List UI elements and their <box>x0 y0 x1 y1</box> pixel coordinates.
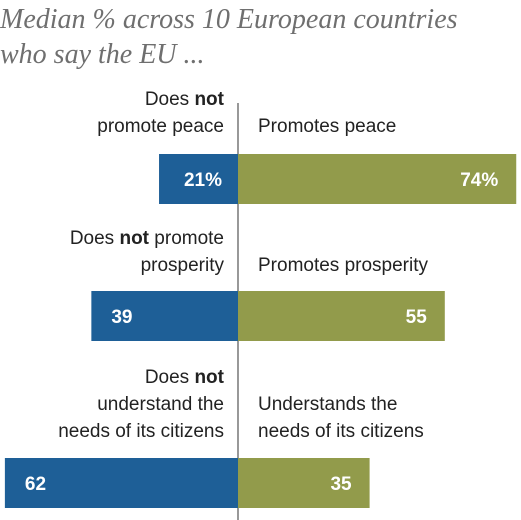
label-segment: not <box>194 89 224 110</box>
label-segment: promote <box>149 228 224 249</box>
category-label-negative: Does not promote <box>70 228 224 249</box>
bar-negative <box>91 291 238 341</box>
category-label-negative: prosperity <box>141 255 225 276</box>
label-segment: not <box>194 367 224 388</box>
label-segment: not <box>119 228 149 249</box>
value-label-positive: 35 <box>330 474 352 495</box>
category-label-negative: understand the <box>97 394 224 415</box>
category-label-positive: Promotes prosperity <box>258 255 429 276</box>
value-label-positive: 74% <box>460 170 498 191</box>
value-label-negative: 39 <box>111 307 132 328</box>
category-label-negative: needs of its citizens <box>58 421 224 442</box>
label-segment: promote peace <box>97 116 224 137</box>
value-label-negative: 21% <box>184 170 222 191</box>
label-segment: understand the <box>97 394 224 415</box>
label-segment: Does <box>145 89 195 110</box>
category-label-positive: needs of its citizens <box>258 421 424 442</box>
category-label-negative: Does not <box>145 367 225 388</box>
label-segment: prosperity <box>141 255 225 276</box>
bar-negative <box>159 154 238 204</box>
bar-positive <box>238 291 445 341</box>
bar-positive <box>238 154 517 204</box>
bar-negative <box>4 458 238 508</box>
label-segment: needs of its citizens <box>58 421 224 442</box>
category-label-positive: Promotes peace <box>258 116 396 137</box>
category-label-negative: promote peace <box>97 116 224 137</box>
label-segment: Does <box>145 367 195 388</box>
value-label-negative: 62 <box>25 474 46 495</box>
category-label-negative: Does not <box>145 89 225 110</box>
label-segment: Does <box>70 228 120 249</box>
chart-title: Median % across 10 European countries wh… <box>0 4 458 70</box>
bar-positive <box>238 458 370 508</box>
category-label-positive: Understands the <box>258 394 397 415</box>
value-label-positive: 55 <box>406 307 428 328</box>
